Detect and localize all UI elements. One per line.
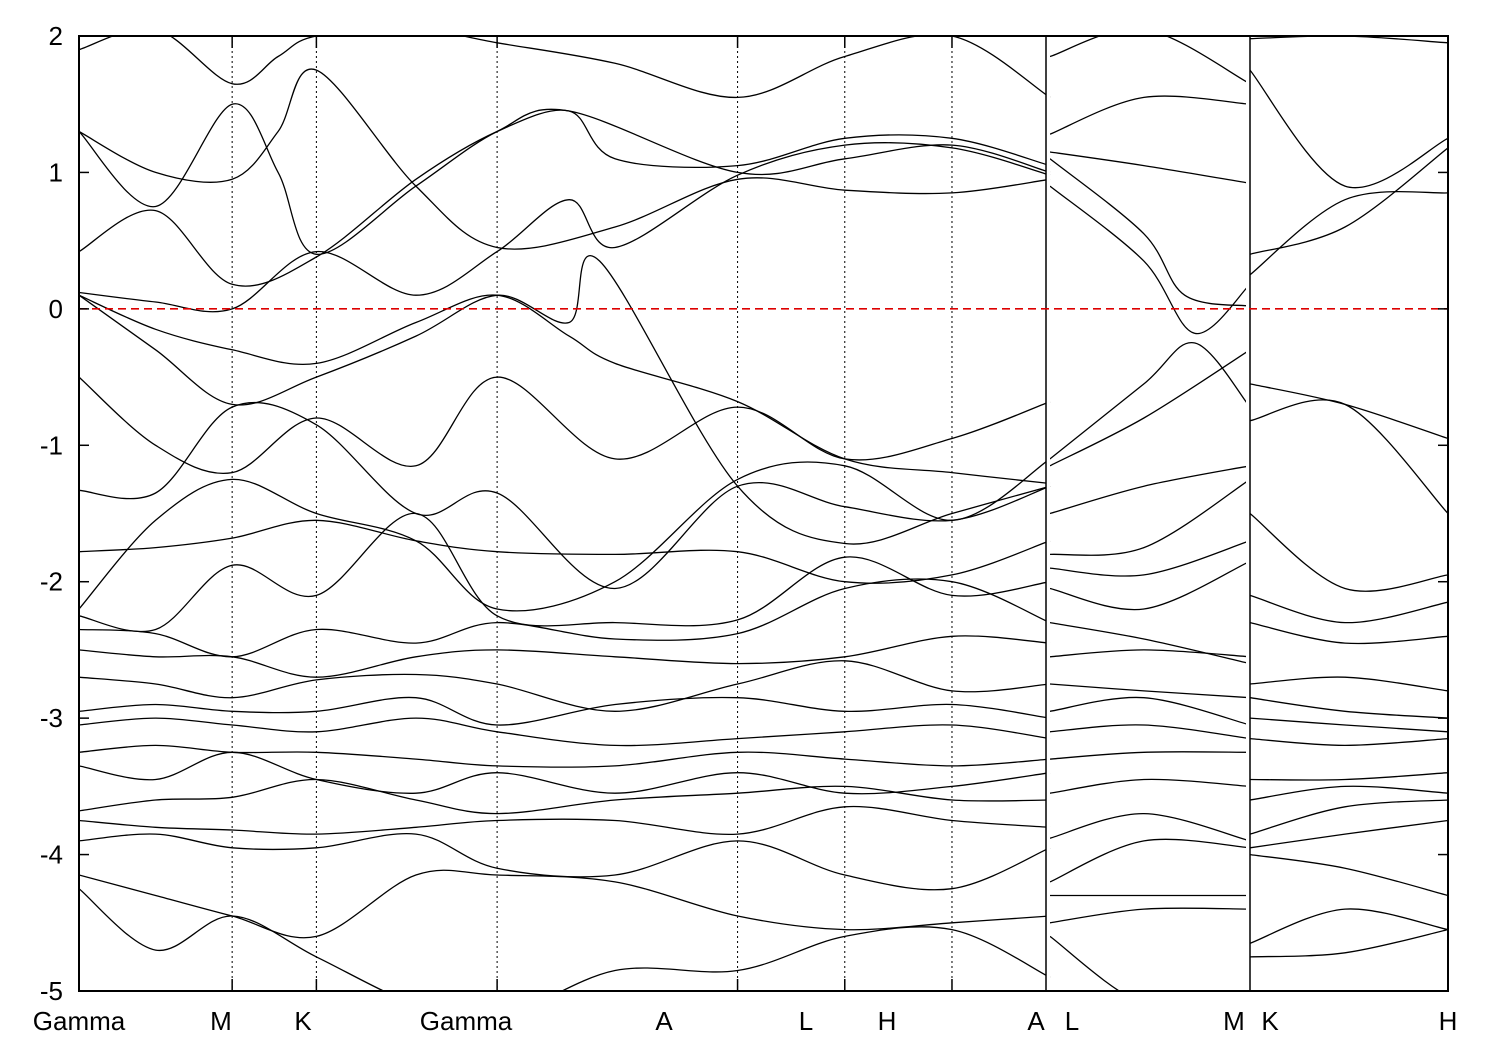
- k-point-label: Gamma: [33, 1006, 126, 1036]
- k-point-label: K: [294, 1006, 312, 1036]
- band-line-53: [1249, 512, 1448, 592]
- band-line-42: [1049, 812, 1251, 842]
- band-line-15: [79, 696, 1051, 726]
- band-line-31: [1049, 465, 1251, 515]
- band-line-36: [1049, 649, 1251, 658]
- k-point-label: L: [799, 1006, 813, 1036]
- band-line-0: [79, 36, 1051, 99]
- band-line-32: [1049, 478, 1251, 556]
- band-line-64: [1249, 853, 1448, 897]
- segment-gap: [1046, 36, 1050, 991]
- band-line-41: [1049, 778, 1251, 794]
- segment-gaps: [1046, 36, 1250, 991]
- plot-frame: [78, 35, 1449, 992]
- band-line-45: [1049, 907, 1251, 924]
- band-line-16: [79, 717, 1051, 747]
- k-point-label: M: [1223, 1006, 1245, 1036]
- band-line-27: [1049, 158, 1251, 307]
- band-line-5: [79, 294, 1051, 485]
- band-line-14: [79, 660, 1051, 712]
- band-line-9: [79, 458, 1051, 612]
- band-line-23: [79, 888, 1051, 991]
- band-line-57: [1249, 697, 1448, 719]
- band-line-17: [79, 744, 1051, 768]
- band-line-37: [1049, 683, 1251, 699]
- band-line-21: [79, 832, 1051, 891]
- band-line-11: [79, 512, 1051, 633]
- band-line-60: [1249, 772, 1448, 781]
- band-line-66: [1249, 928, 1448, 958]
- band-line-40: [1049, 751, 1251, 760]
- band-line-63: [1249, 819, 1448, 849]
- band-line-7: [79, 376, 1051, 475]
- band-line-49: [1249, 147, 1448, 255]
- band-line-46: [1049, 935, 1121, 991]
- band-line-10: [79, 519, 1051, 584]
- band-line-8: [79, 401, 1051, 590]
- band-line-43: [1049, 838, 1251, 883]
- k-point-label: M: [210, 1006, 232, 1036]
- k-point-label: L: [1065, 1006, 1079, 1036]
- k-point-lines: [231, 36, 1251, 991]
- band-line-38: [1049, 696, 1251, 726]
- y-tick-label: -1: [40, 430, 63, 460]
- band-line-55: [1249, 621, 1448, 645]
- k-point-label: A: [655, 1006, 673, 1036]
- y-tick-label: 1: [49, 157, 63, 187]
- k-point-label: A: [1027, 1006, 1045, 1036]
- band-line-65: [1249, 908, 1448, 944]
- k-point-label: H: [878, 1006, 897, 1036]
- band-line-3: [79, 109, 1051, 287]
- band-line-18: [79, 751, 1051, 795]
- band-line-19: [79, 778, 1051, 815]
- y-tick-label: 2: [49, 21, 63, 51]
- band-line-39: [1049, 724, 1251, 740]
- band-line-59: [1249, 737, 1448, 747]
- band-line-52: [1249, 399, 1448, 514]
- y-tick-label: -3: [40, 703, 63, 733]
- band-line-28: [1049, 185, 1251, 335]
- band-line-34: [1049, 560, 1251, 611]
- y-tick-label: -4: [40, 840, 63, 870]
- band-line-48: [1249, 69, 1448, 189]
- band-line-30: [1049, 349, 1251, 467]
- k-point-label: H: [1439, 1006, 1458, 1036]
- segment-gap: [1246, 36, 1250, 991]
- band-line-6: [79, 255, 1051, 545]
- x-axis-ticks: Gamma M K Gamma A L H A L M K H: [33, 36, 1458, 1036]
- band-line-56: [1249, 676, 1448, 692]
- band-line-1: [79, 68, 1051, 250]
- band-lines: [79, 36, 1448, 991]
- y-tick-label: -5: [40, 976, 63, 1006]
- band-line-62: [1249, 799, 1448, 835]
- band-line-25: [1049, 95, 1251, 135]
- band-line-4: [79, 142, 1051, 313]
- band-line-12: [79, 578, 1051, 658]
- band-line-20: [79, 805, 1051, 836]
- band-line-33: [1049, 540, 1251, 577]
- y-tick-label: 0: [49, 294, 63, 324]
- band-line-29: [1049, 342, 1251, 460]
- k-point-label: K: [1261, 1006, 1279, 1036]
- band-line-2: [79, 103, 1051, 255]
- band-line-13: [79, 635, 1051, 678]
- band-line-50: [1249, 190, 1448, 276]
- y-tick-label: -2: [40, 567, 63, 597]
- band-line-61: [1249, 785, 1448, 801]
- band-line-54: [1249, 594, 1448, 624]
- band-line-58: [1249, 717, 1448, 733]
- band-line-51: [1249, 383, 1448, 440]
- y-axis-ticks: -5 -4 -3 -2 -1 0 1 2: [40, 21, 1448, 1006]
- band-line-35: [1049, 621, 1251, 665]
- band-line-24: [1049, 36, 1251, 85]
- k-point-label: Gamma: [420, 1006, 513, 1036]
- band-line-26: [1049, 151, 1251, 184]
